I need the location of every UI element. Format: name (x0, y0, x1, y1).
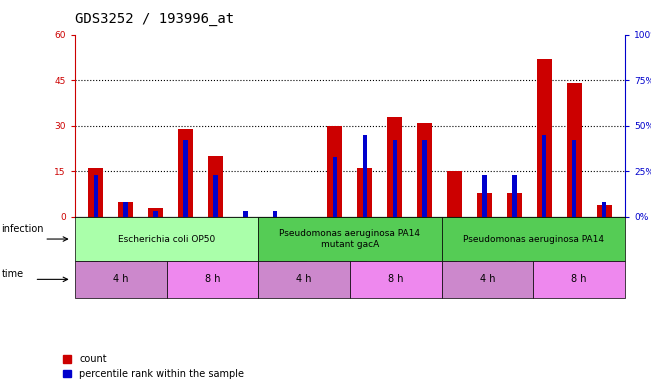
Bar (183, 141, 187, 217)
Bar (148, 208, 163, 217)
Bar (482, 175, 487, 217)
Bar (124, 202, 128, 217)
Text: 8 h: 8 h (572, 274, 587, 285)
Text: infection: infection (1, 224, 44, 235)
Bar (422, 141, 427, 217)
Bar (537, 59, 551, 217)
Text: 4 h: 4 h (296, 274, 312, 285)
Text: Pseudomonas aeruginosa PA14: Pseudomonas aeruginosa PA14 (463, 235, 603, 243)
Bar (387, 117, 402, 217)
Bar (94, 175, 98, 217)
Bar (507, 193, 522, 217)
Bar (178, 129, 193, 217)
Bar (596, 205, 611, 217)
Text: Escherichia coli OP50: Escherichia coli OP50 (118, 235, 215, 243)
Bar (208, 156, 223, 217)
Text: time: time (1, 268, 23, 279)
Bar (327, 126, 342, 217)
Bar (477, 193, 492, 217)
Bar (542, 135, 546, 217)
Bar (273, 212, 277, 217)
Bar (243, 212, 247, 217)
Bar (447, 171, 462, 217)
Bar (333, 157, 337, 217)
Text: Pseudomonas aeruginosa PA14
mutant gacA: Pseudomonas aeruginosa PA14 mutant gacA (279, 229, 421, 249)
Bar (154, 212, 158, 217)
Text: 4 h: 4 h (480, 274, 495, 285)
Bar (572, 141, 576, 217)
Text: 8 h: 8 h (204, 274, 220, 285)
Text: 4 h: 4 h (113, 274, 128, 285)
Bar (89, 168, 104, 217)
Legend: count, percentile rank within the sample: count, percentile rank within the sample (63, 354, 244, 379)
Bar (602, 202, 606, 217)
Bar (417, 123, 432, 217)
Bar (512, 175, 517, 217)
Bar (363, 135, 367, 217)
Text: GDS3252 / 193996_at: GDS3252 / 193996_at (75, 12, 234, 25)
Bar (566, 83, 581, 217)
Bar (213, 175, 217, 217)
Bar (357, 168, 372, 217)
Bar (118, 202, 133, 217)
Text: 8 h: 8 h (388, 274, 404, 285)
Bar (393, 141, 397, 217)
